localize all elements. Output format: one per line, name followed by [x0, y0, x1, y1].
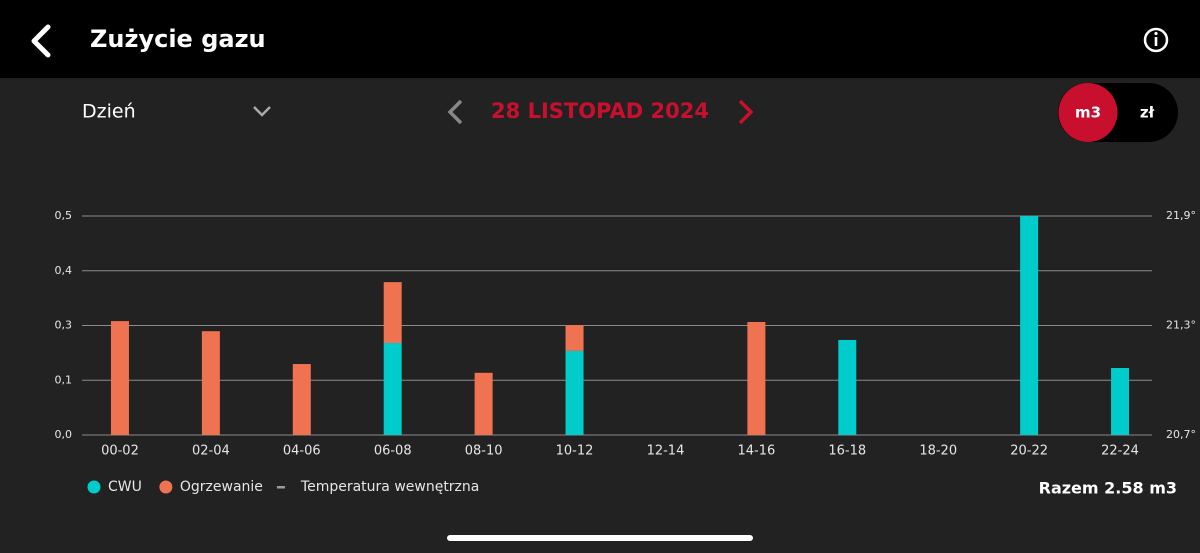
x-tick-label: 16-18: [828, 444, 866, 459]
unit-option[interactable]: zł: [1140, 104, 1155, 122]
bar: [383, 343, 402, 435]
period-select[interactable]: Dzień: [82, 101, 136, 123]
unit-option[interactable]: m3: [1075, 104, 1101, 122]
y-tick-label: 0,1: [55, 373, 73, 386]
legend-label: Temperatura wewnętrzna: [300, 479, 479, 495]
unit-active[interactable]: [1058, 83, 1118, 142]
legend-swatch: [276, 486, 285, 489]
x-tick-label: 08-10: [465, 444, 503, 459]
bar: [1111, 367, 1130, 435]
y-tick-label: 0,4: [55, 264, 73, 277]
x-tick-label: 14-16: [737, 444, 775, 459]
bar: [110, 321, 129, 435]
bar: [565, 325, 584, 351]
x-tick-label: 12-14: [647, 444, 685, 459]
legend-swatch: [159, 480, 173, 494]
x-tick-label: 20-22: [1010, 444, 1048, 459]
x-tick-label: 06-08: [374, 444, 412, 459]
legend-swatch: [87, 480, 101, 494]
bar: [383, 282, 402, 344]
dropdown-arrow[interactable]: [253, 106, 271, 117]
next-date[interactable]: [738, 99, 754, 125]
bar: [1020, 216, 1039, 435]
bar: [201, 331, 220, 435]
top-bar: [0, 0, 1200, 78]
y2-tick-label: 21,3°: [1166, 319, 1196, 332]
x-tick-label: 02-04: [192, 444, 230, 459]
x-tick-label: 22-24: [1101, 444, 1139, 459]
y-tick-label: 0,0: [55, 428, 73, 441]
y-tick-label: 0,3: [55, 319, 73, 332]
bar: [838, 339, 857, 435]
legend-label: Ogrzewanie: [180, 479, 263, 495]
back-button[interactable]: [31, 24, 51, 58]
x-tick-label: 04-06: [283, 444, 321, 459]
y-tick-label: 0,5: [55, 209, 73, 222]
legend-label: CWU: [108, 479, 142, 495]
bar: [292, 364, 311, 435]
x-tick-label: 18-20: [919, 444, 957, 459]
y2-tick-label: 20,7°: [1166, 428, 1196, 441]
y2-tick-label: 21,9°: [1166, 209, 1196, 222]
info-button[interactable]: [1143, 27, 1169, 53]
bar: [474, 372, 493, 435]
x-tick-label: 00-02: [101, 444, 139, 459]
bar: [747, 321, 766, 435]
x-tick-label: 10-12: [556, 444, 594, 459]
prev-date[interactable]: [447, 99, 463, 125]
page-title: Zużycie gazu: [90, 25, 266, 53]
total-summary: Razem 2.58 m3: [1039, 479, 1177, 498]
bar: [565, 350, 584, 435]
home-indicator: [447, 535, 753, 541]
date-label: 28 LISTOPAD 2024: [491, 99, 709, 123]
